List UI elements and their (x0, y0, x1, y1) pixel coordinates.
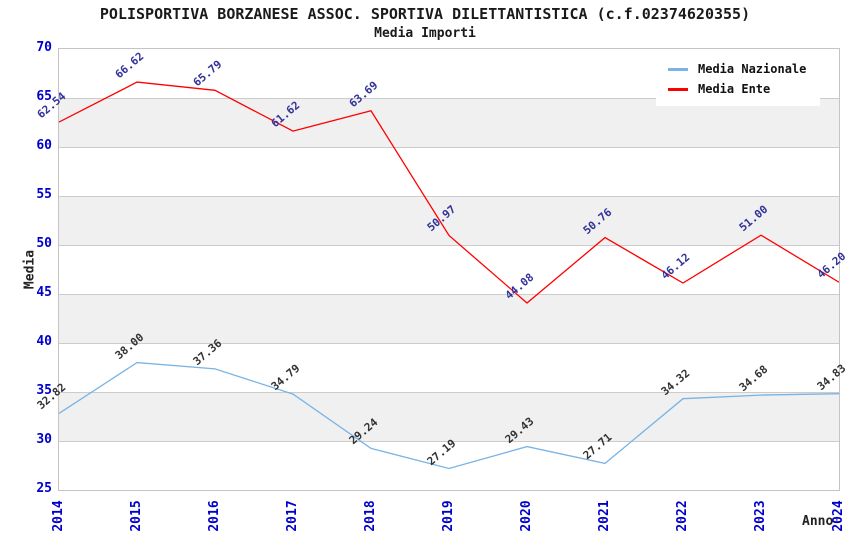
series-line-media-ente (59, 81, 839, 304)
y-tick-label: 50 (36, 236, 52, 251)
legend-item-media-nazionale: Media Nazionale (668, 59, 820, 79)
y-tick-label: 30 (36, 432, 52, 447)
x-tick-label: 2017 (285, 500, 300, 532)
y-tick-label: 35 (36, 383, 52, 398)
y-tick-label: 70 (36, 40, 52, 55)
y-tick-label: 65 (36, 89, 52, 104)
legend: Media Nazionale Media Ente (656, 52, 820, 106)
series-line-media-nazionale (59, 361, 839, 470)
legend-swatch-icon (668, 67, 688, 71)
legend-item-media-ente: Media Ente (668, 79, 820, 99)
background-band (59, 294, 839, 343)
gridline (59, 245, 839, 246)
gridline (59, 147, 839, 148)
plot-area (58, 48, 840, 491)
x-tick-label: 2021 (597, 500, 612, 532)
legend-label: Media Ente (698, 82, 771, 96)
x-tick-label: 2023 (753, 500, 768, 532)
legend-label: Media Nazionale (698, 62, 807, 76)
x-tick-label: 2014 (51, 500, 66, 532)
gridline (59, 343, 839, 344)
y-axis-title: Media (22, 249, 38, 290)
y-tick-label: 60 (36, 138, 52, 153)
background-band (59, 98, 839, 147)
background-band (59, 196, 839, 245)
y-tick-label: 25 (36, 481, 52, 496)
gridline (59, 441, 839, 442)
chart-title: POLISPORTIVA BORZANESE ASSOC. SPORTIVA D… (99, 5, 751, 23)
gridline (59, 196, 839, 197)
gridline (59, 392, 839, 393)
background-band (59, 392, 839, 441)
y-tick-label: 40 (36, 334, 52, 349)
gridline (59, 98, 839, 99)
x-tick-label: 2018 (363, 500, 378, 532)
x-tick-label: 2016 (207, 500, 222, 532)
y-tick-label: 55 (36, 187, 52, 202)
y-tick-label: 45 (36, 285, 52, 300)
series-lines (59, 81, 839, 470)
x-axis-title: Anno (802, 514, 834, 529)
gridline (59, 294, 839, 295)
x-tick-label: 2015 (129, 500, 144, 532)
x-tick-label: 2020 (519, 500, 534, 532)
legend-swatch-icon (668, 87, 688, 91)
x-tick-label: 2019 (441, 500, 456, 532)
x-tick-label: 2022 (675, 500, 690, 532)
chart-subtitle: Media Importi (374, 26, 476, 41)
